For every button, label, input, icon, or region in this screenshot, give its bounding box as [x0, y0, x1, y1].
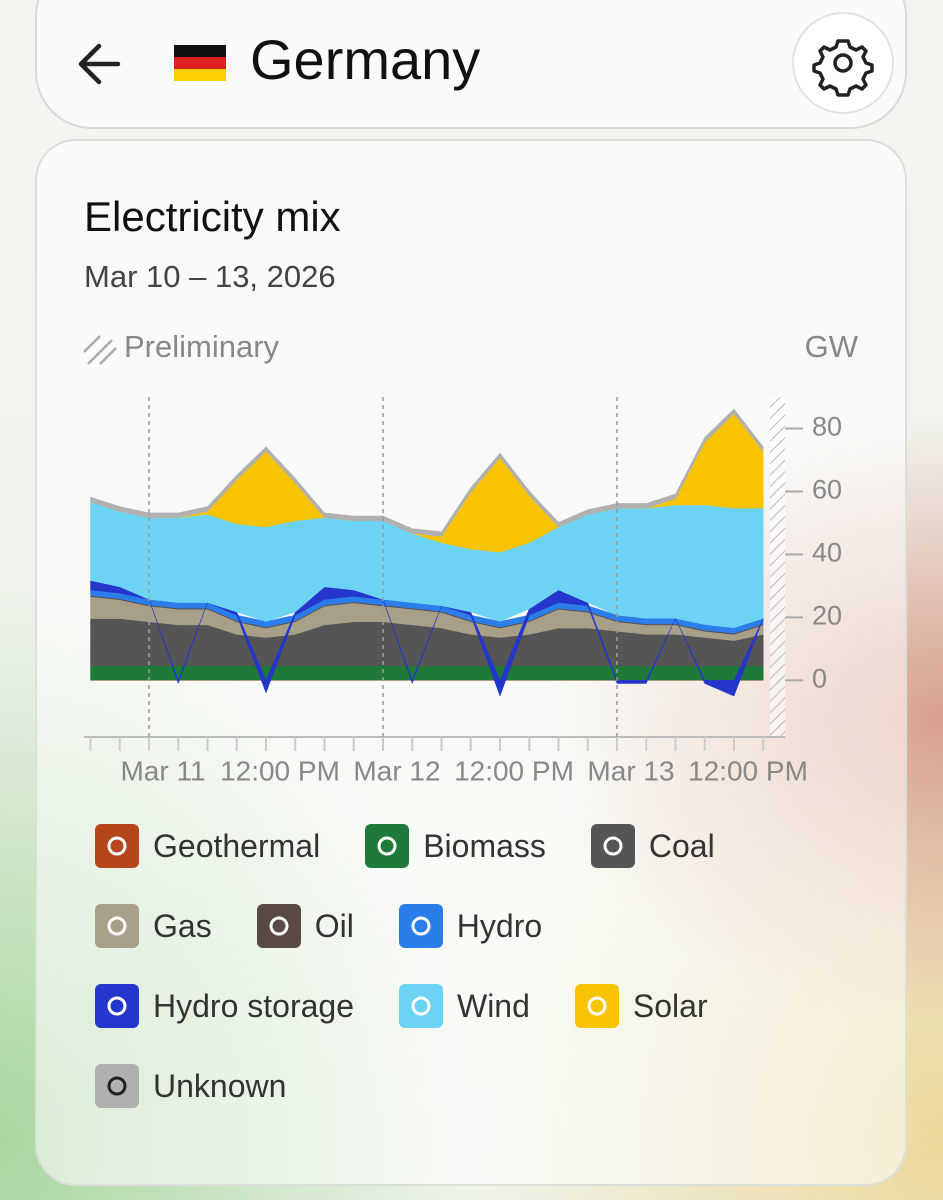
x-tick-label: 12:00 PM — [688, 755, 808, 786]
legend-swatch — [574, 984, 619, 1028]
x-tick-label: 12:00 PM — [220, 755, 340, 786]
legend-swatch — [95, 904, 139, 948]
legend-item: Wind — [398, 984, 530, 1028]
legend-label: Gas — [153, 907, 212, 944]
legend-label: Unknown — [153, 1067, 287, 1104]
legend-glyph — [603, 836, 623, 856]
legend-item: Oil — [256, 904, 354, 948]
legend-label: Wind — [456, 987, 530, 1024]
flag — [174, 45, 226, 81]
legend-glyph — [269, 916, 289, 936]
unit-label: GW — [805, 329, 859, 364]
x-tick-label: 12:00 PM — [454, 755, 574, 786]
legend-glyph — [411, 916, 431, 936]
legend-label: Biomass — [423, 827, 546, 864]
legend-label: Hydro — [456, 907, 543, 944]
legend-label: Solar — [632, 987, 708, 1024]
area-biomass — [90, 665, 764, 681]
legend-glyph — [107, 1076, 127, 1096]
back-button[interactable] — [78, 43, 121, 85]
y-tick-label: 0 — [812, 663, 827, 693]
legend-item: Coal — [590, 824, 715, 868]
card-title: Electricity mix — [84, 193, 341, 240]
legend-swatch — [398, 984, 443, 1028]
x-tick-label: Mar 11 — [120, 755, 205, 786]
legend-glyph — [107, 996, 127, 1016]
legend-swatch — [95, 824, 139, 868]
legend-label: Hydro storage — [153, 987, 354, 1024]
settings-button[interactable] — [792, 12, 894, 114]
legend-glyph — [107, 916, 127, 936]
legend-item: Gas — [95, 904, 212, 948]
legend-item: Hydro — [398, 904, 543, 948]
legend-swatch — [256, 904, 301, 948]
legend-label: Oil — [314, 907, 354, 944]
legend-swatch — [398, 904, 443, 948]
legend: Geothermal Biomass Coal Gas Oil Hydro Hydro st… — [95, 824, 875, 1108]
y-tick-label: 60 — [812, 475, 842, 505]
area-unknown — [90, 408, 764, 537]
legend-swatch — [590, 824, 635, 868]
y-tick-label: 80 — [812, 412, 842, 442]
legend-label: Coal — [648, 827, 715, 864]
legend-glyph — [411, 996, 431, 1016]
card-subtitle: Mar 10 – 13, 2026 — [84, 259, 336, 294]
y-tick-label: 40 — [812, 538, 842, 568]
legend-item: Solar — [574, 984, 708, 1028]
preliminary-icon — [83, 335, 117, 365]
y-tick-label: 20 — [812, 600, 842, 630]
plot-area — [90, 408, 764, 697]
preliminary-label: Preliminary — [124, 329, 280, 364]
x-tick-label: Mar 13 — [587, 755, 674, 786]
x-tick-label: Mar 12 — [353, 755, 440, 786]
legend-glyph — [107, 836, 127, 856]
country-title: Germany — [250, 28, 480, 91]
legend-item: Unknown — [95, 1064, 286, 1108]
header-bar — [35, 0, 907, 129]
legend-swatch — [365, 824, 410, 868]
legend-glyph — [587, 996, 607, 1016]
legend-swatch — [95, 1064, 139, 1108]
legend-glyph — [377, 836, 397, 856]
legend-item: Hydro storage — [95, 984, 354, 1028]
legend-item: Biomass — [365, 824, 546, 868]
legend-item: Geothermal — [95, 824, 320, 868]
legend-label: Geothermal — [153, 827, 321, 864]
legend-swatch — [95, 984, 139, 1028]
preliminary-hatch — [770, 397, 785, 737]
